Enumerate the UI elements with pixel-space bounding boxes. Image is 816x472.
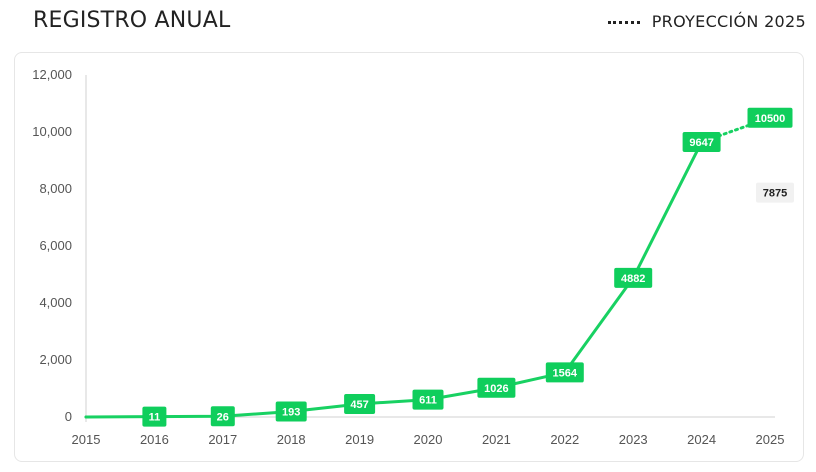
x-tick-label: 2020 [414, 432, 443, 447]
x-tick-label: 2022 [550, 432, 579, 447]
data-label: 1564 [553, 367, 578, 379]
y-tick-label: 2,000 [39, 352, 72, 367]
data-label: 9647 [689, 137, 713, 149]
legend-dotted-line-icon [607, 21, 640, 24]
y-tick-label: 10,000 [32, 124, 72, 139]
y-tick-label: 0 [65, 409, 72, 424]
annotation-label-bg [756, 182, 794, 203]
annotation-label: 7875 [763, 188, 787, 200]
x-tick-label: 2015 [72, 432, 101, 447]
chart-card [14, 52, 804, 462]
y-tick-label: 4,000 [39, 295, 72, 310]
data-label-bg [682, 132, 721, 153]
data-label-bg [477, 377, 516, 398]
chart-title: REGISTRO ANUAL [33, 8, 231, 33]
data-label-bg [545, 362, 584, 383]
data-label: 193 [282, 406, 300, 418]
x-tick-label: 2021 [482, 432, 511, 447]
legend: PROYECCIÓN 2025 [607, 12, 806, 31]
data-label-bg [614, 267, 653, 288]
data-label-bg [344, 393, 376, 414]
data-point [84, 415, 88, 419]
data-label-bg [210, 406, 235, 427]
data-label-bg [275, 401, 307, 422]
data-label: 4882 [621, 273, 645, 285]
data-label-bg [747, 107, 793, 128]
data-label: 611 [419, 395, 437, 407]
x-tick-label: 2023 [619, 432, 648, 447]
data-label-bg [412, 389, 444, 410]
y-tick-label: 6,000 [39, 238, 72, 253]
data-label: 1026 [484, 383, 508, 395]
x-tick-label: 2018 [277, 432, 306, 447]
x-tick-label: 2025 [756, 432, 785, 447]
x-tick-label: 2017 [208, 432, 237, 447]
y-tick-label: 8,000 [39, 181, 72, 196]
data-label: 10500 [755, 113, 786, 125]
x-tick-label: 2016 [140, 432, 169, 447]
data-label: 11 [149, 412, 161, 424]
data-label: 26 [217, 411, 229, 423]
legend-label: PROYECCIÓN 2025 [651, 12, 806, 31]
registro-series-line [84, 140, 704, 419]
y-tick-label: 12,000 [32, 67, 72, 82]
x-tick-label: 2019 [345, 432, 374, 447]
data-label: 457 [350, 399, 368, 411]
x-tick-label: 2024 [687, 432, 716, 447]
data-label-bg [142, 406, 167, 427]
